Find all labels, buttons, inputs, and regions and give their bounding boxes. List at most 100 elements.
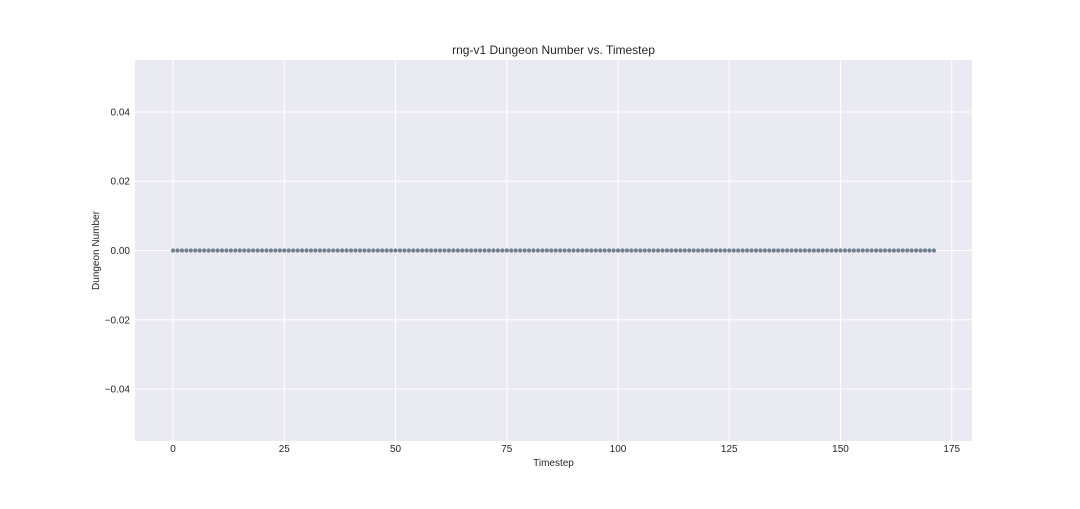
data-point — [927, 248, 932, 253]
data-point — [522, 248, 527, 253]
data-point — [371, 248, 376, 253]
data-point — [384, 248, 389, 253]
data-point — [246, 248, 251, 253]
data-point — [433, 248, 438, 253]
data-point — [206, 248, 211, 253]
data-point — [202, 248, 207, 253]
data-point — [825, 248, 830, 253]
data-point — [464, 248, 469, 253]
data-point — [589, 248, 594, 253]
data-point — [696, 248, 701, 253]
data-point — [767, 248, 772, 253]
data-point — [931, 248, 937, 253]
data-point — [500, 248, 505, 253]
data-point — [420, 248, 425, 253]
data-point — [331, 248, 336, 253]
data-points — [170, 248, 937, 253]
data-point — [219, 248, 225, 253]
data-point — [237, 248, 242, 253]
data-point — [429, 248, 434, 253]
data-point — [713, 248, 719, 253]
data-point — [660, 248, 665, 253]
data-point — [562, 248, 567, 253]
data-point — [397, 248, 403, 253]
data-point — [326, 248, 331, 253]
data-point — [887, 248, 892, 253]
data-point — [869, 248, 874, 253]
data-point — [313, 248, 318, 253]
data-point — [264, 248, 269, 253]
data-point — [638, 248, 643, 253]
data-point — [673, 248, 678, 253]
data-point — [691, 248, 696, 253]
data-point — [607, 248, 612, 253]
data-point — [727, 248, 732, 253]
data-point — [233, 248, 238, 253]
data-point — [771, 248, 776, 253]
data-point — [197, 248, 202, 253]
data-point — [896, 248, 901, 253]
data-point — [411, 248, 416, 253]
data-point — [228, 248, 233, 253]
data-point — [584, 248, 589, 253]
data-point — [856, 248, 861, 253]
data-point — [874, 248, 879, 253]
data-point — [722, 248, 727, 253]
data-point — [322, 248, 327, 253]
data-point — [437, 248, 443, 253]
data-point — [299, 248, 305, 253]
data-point — [393, 248, 398, 253]
x-tick-label: 100 — [610, 444, 627, 455]
data-point — [780, 248, 785, 253]
data-point — [344, 248, 349, 253]
data-point — [580, 248, 585, 253]
x-tick-label: 150 — [832, 444, 849, 455]
data-point — [878, 248, 883, 253]
data-point — [820, 248, 825, 253]
data-point — [255, 248, 260, 253]
data-point — [460, 248, 465, 253]
data-point — [669, 248, 674, 253]
data-point — [914, 248, 919, 253]
x-tick-label: 25 — [279, 444, 291, 455]
data-point — [335, 248, 340, 253]
data-point — [357, 248, 363, 253]
data-point — [566, 248, 572, 253]
data-point — [882, 248, 888, 253]
data-point — [811, 248, 816, 253]
data-point — [785, 248, 790, 253]
data-point — [304, 248, 309, 253]
data-point — [424, 248, 429, 253]
data-point — [406, 248, 411, 253]
data-point — [789, 248, 794, 253]
data-point — [558, 248, 563, 253]
data-point — [486, 248, 492, 253]
data-point — [704, 248, 710, 253]
data-point — [469, 248, 474, 253]
data-point — [664, 248, 670, 253]
data-point — [718, 248, 723, 253]
data-point — [175, 248, 180, 253]
data-point — [446, 248, 452, 253]
data-point — [744, 248, 750, 253]
data-point — [179, 248, 185, 253]
data-point — [807, 248, 812, 253]
data-point — [531, 248, 536, 253]
data-point — [647, 248, 652, 253]
data-point — [816, 248, 821, 253]
data-point — [918, 248, 923, 253]
data-point — [682, 248, 687, 253]
data-point — [495, 248, 500, 253]
data-point — [793, 248, 799, 253]
data-point — [224, 248, 229, 253]
data-point — [286, 248, 291, 253]
data-point — [473, 248, 478, 253]
data-point — [242, 248, 247, 253]
data-point — [615, 248, 621, 253]
data-point — [509, 248, 514, 253]
data-point — [598, 248, 603, 253]
data-point — [629, 248, 634, 253]
data-point — [308, 248, 314, 253]
